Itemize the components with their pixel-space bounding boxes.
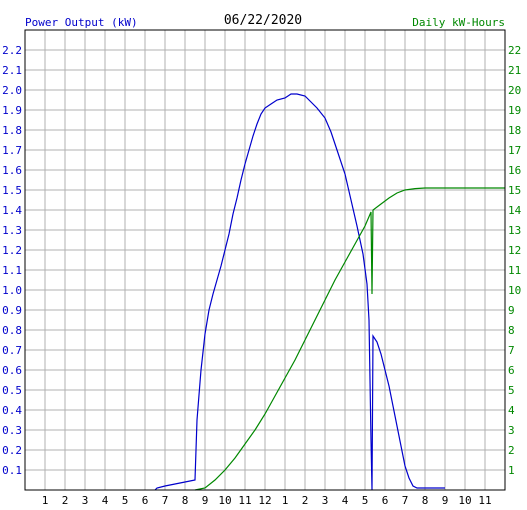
left-tick-label: 1.1 (2, 264, 22, 277)
x-tick-label: 3 (82, 494, 89, 507)
right-tick-label: 17 (508, 144, 521, 157)
grid-lines (25, 30, 505, 490)
right-tick-label: 1 (508, 464, 515, 477)
left-tick-label: 0.5 (2, 384, 22, 397)
left-tick-label: 1.0 (2, 284, 22, 297)
right-tick-label: 9 (508, 304, 515, 317)
left-tick-label: 2.1 (2, 64, 22, 77)
left-axis-title: Power Output (kW) (25, 16, 138, 29)
right-axis-title: Daily kW-Hours (412, 16, 505, 29)
right-tick-label: 11 (508, 264, 521, 277)
left-tick-label: 0.8 (2, 324, 22, 337)
x-tick-label: 9 (202, 494, 209, 507)
right-tick-label: 10 (508, 284, 521, 297)
left-tick-label: 1.7 (2, 144, 22, 157)
x-tick-label: 2 (62, 494, 69, 507)
left-tick-label: 0.1 (2, 464, 22, 477)
x-tick-label: 3 (322, 494, 329, 507)
left-tick-label: 1.4 (2, 204, 22, 217)
x-tick-label: 4 (342, 494, 349, 507)
left-tick-label: 1.5 (2, 184, 22, 197)
x-tick-label: 1 (42, 494, 49, 507)
x-tick-label: 7 (402, 494, 409, 507)
x-tick-label: 11 (478, 494, 491, 507)
left-tick-label: 2.2 (2, 44, 22, 57)
right-tick-label: 14 (508, 204, 522, 217)
x-tick-label: 10 (458, 494, 471, 507)
right-tick-label: 5 (508, 384, 515, 397)
right-tick-label: 21 (508, 64, 521, 77)
right-tick-label: 15 (508, 184, 521, 197)
x-tick-label: 10 (218, 494, 231, 507)
right-tick-label: 6 (508, 364, 515, 377)
x-tick-label: 1 (282, 494, 289, 507)
x-tick-label: 9 (442, 494, 449, 507)
chart-title: 06/22/2020 (224, 13, 302, 28)
x-tick-label: 8 (422, 494, 429, 507)
left-tick-label: 0.7 (2, 344, 22, 357)
right-tick-label: 13 (508, 224, 521, 237)
energy-series-line (194, 187, 505, 491)
axis-labels: 1 2 3 4 5 6 7 8 9 10 11 12 1 2 3 4 5 6 7 8 9 10 110.10.20.30.4… (2, 44, 521, 507)
right-tick-label: 16 (508, 164, 521, 177)
right-tick-label: 8 (508, 324, 515, 337)
series-lines (154, 93, 505, 491)
right-tick-label: 7 (508, 344, 515, 357)
left-tick-label: 1.6 (2, 164, 22, 177)
x-tick-label: 11 (238, 494, 251, 507)
x-tick-label: 7 (162, 494, 169, 507)
left-tick-label: 0.9 (2, 304, 22, 317)
right-tick-label: 22 (508, 44, 521, 57)
left-tick-label: 1.2 (2, 244, 22, 257)
right-tick-label: 20 (508, 84, 521, 97)
left-tick-label: 0.6 (2, 364, 22, 377)
right-tick-label: 19 (508, 104, 521, 117)
plot-frame (24, 29, 506, 491)
x-tick-label: 8 (182, 494, 189, 507)
right-tick-label: 12 (508, 244, 521, 257)
x-tick-label: 5 (362, 494, 369, 507)
right-tick-label: 2 (508, 444, 515, 457)
left-tick-label: 0.4 (2, 404, 22, 417)
x-tick-label: 2 (302, 494, 309, 507)
x-tick-label: 4 (102, 494, 109, 507)
left-tick-label: 1.3 (2, 224, 22, 237)
left-tick-label: 0.3 (2, 424, 22, 437)
x-tick-label: 5 (122, 494, 129, 507)
left-tick-label: 2.0 (2, 84, 22, 97)
x-tick-label: 6 (142, 494, 149, 507)
power-series-line (154, 93, 445, 491)
right-tick-label: 18 (508, 124, 521, 137)
right-tick-label: 4 (508, 404, 515, 417)
right-tick-label: 3 (508, 424, 515, 437)
x-tick-label: 12 (258, 494, 271, 507)
left-tick-label: 0.2 (2, 444, 22, 457)
left-tick-label: 1.8 (2, 124, 22, 137)
x-tick-label: 6 (382, 494, 389, 507)
left-tick-label: 1.9 (2, 104, 22, 117)
